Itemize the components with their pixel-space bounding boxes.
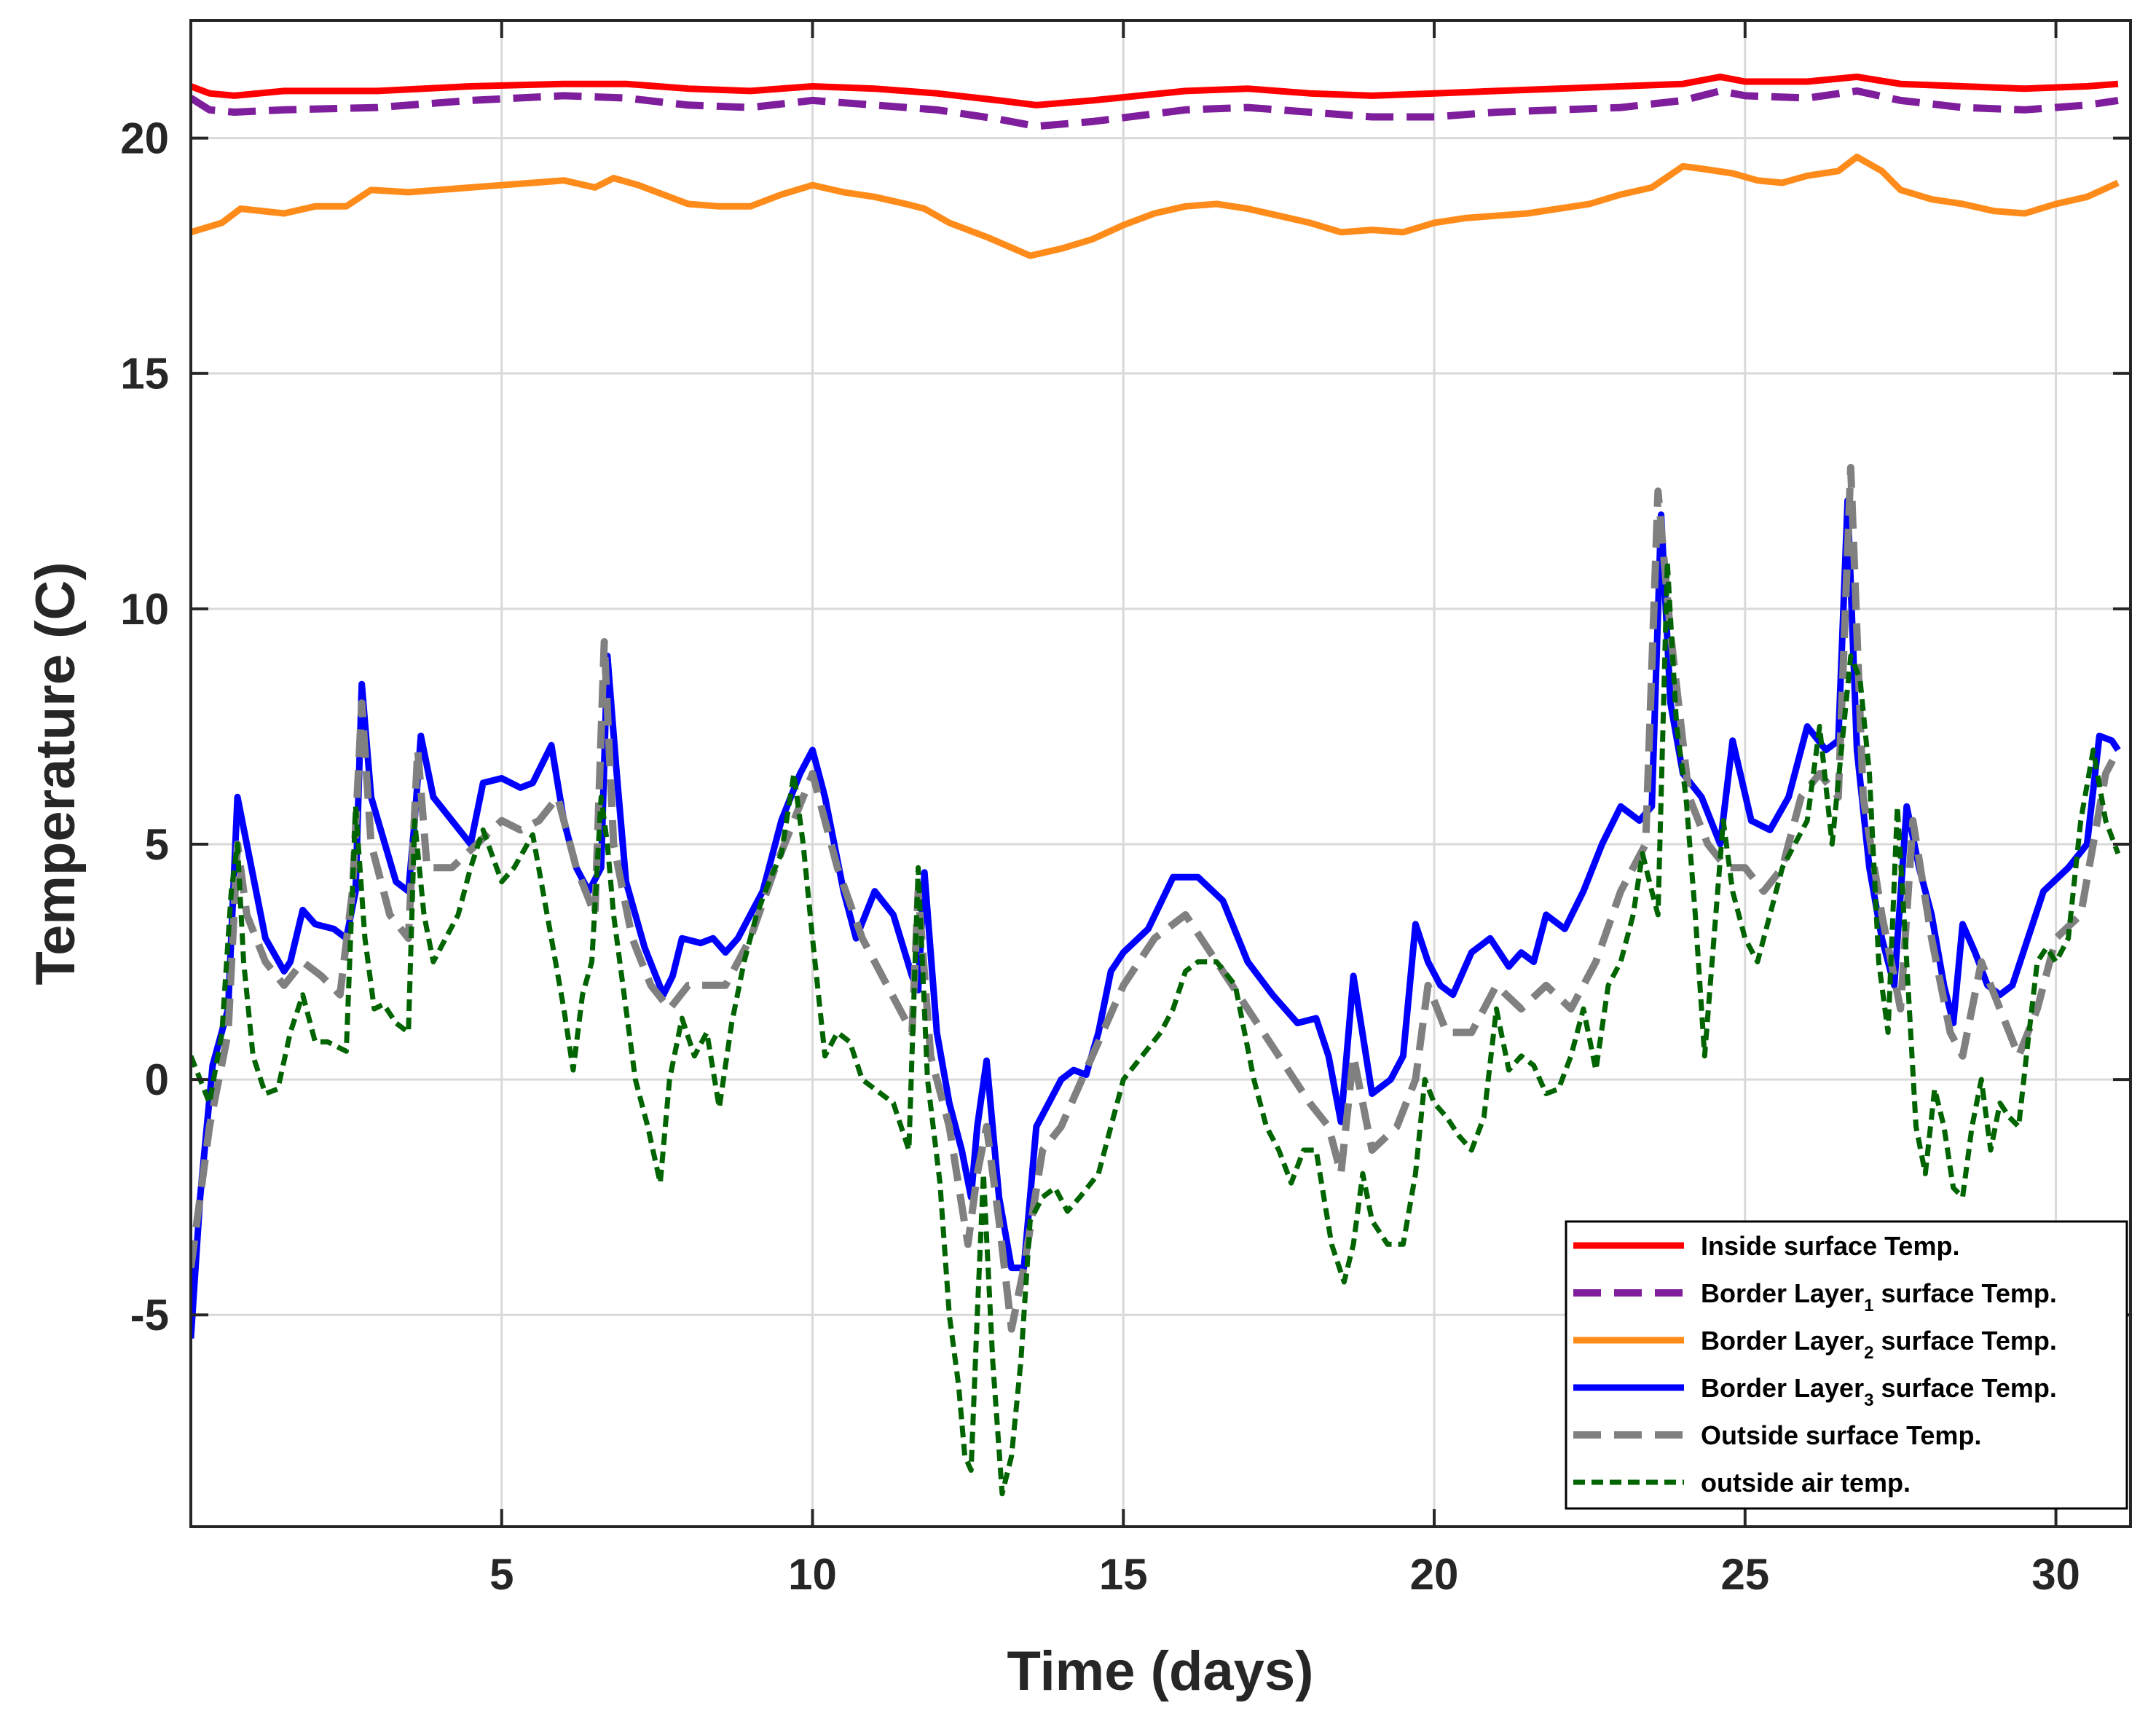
legend-label-main: Border Layer [1701,1278,1864,1308]
legend-label: outside air temp. [1701,1468,1911,1498]
y-tick-label: 15 [120,350,169,398]
y-tick-label: 20 [120,114,169,163]
legend-label: Border Layer2 surface Temp. [1701,1326,2057,1363]
legend-label-main: Border Layer [1701,1326,1864,1356]
legend-label-suffix: surface Temp. [1873,1278,2056,1308]
legend-label-main: Inside surface Temp. [1701,1231,1959,1261]
legend-label-subscript: 3 [1864,1390,1873,1410]
x-tick-label: 25 [1720,1550,1769,1599]
x-tick-label: 15 [1099,1550,1148,1599]
legend-label: Outside surface Temp. [1701,1420,1981,1450]
legend-label-suffix: surface Temp. [1873,1326,2056,1356]
x-tick-label: 10 [788,1550,837,1599]
axis-ticks: 5 10 15 20 25 30 -5 0 5 10 15 20 [120,20,2131,1599]
series-line-5 [191,463,2122,1333]
x-tick-label: 30 [2031,1550,2080,1599]
legend-label-main: Border Layer [1701,1373,1864,1403]
series-line-1 [191,74,2119,109]
x-tick-label: 20 [1410,1550,1459,1599]
series-line-6 [191,559,2121,1497]
legend-label-subscript: 1 [1864,1296,1873,1315]
legend-label: Border Layer3 surface Temp. [1701,1373,2057,1410]
plot-border [189,19,2132,1528]
legend-box [1565,1220,2128,1510]
y-tick-label: 0 [145,1055,169,1104]
legend-label-main: outside air temp. [1701,1468,1911,1498]
legend-label: Inside surface Temp. [1701,1231,1959,1261]
series-line-2 [191,87,2119,130]
y-axis-title: Temperature (C) [25,562,87,985]
y-tick-label: -5 [130,1291,169,1339]
x-tick-label: 5 [489,1550,514,1599]
legend-label: Border Layer1 surface Temp. [1701,1278,2057,1315]
legend-label-suffix: surface Temp. [1873,1373,2056,1403]
series-lines [191,74,2122,1497]
y-tick-label: 5 [145,820,169,869]
legend-label-main: Outside surface Temp. [1701,1420,1981,1450]
y-tick-label: 10 [120,585,169,634]
x-axis-title: Time (days) [1007,1640,1314,1702]
legend: Inside surface Temp.Border Layer1 surfac… [1565,1220,2128,1510]
series-line-4 [191,497,2121,1339]
legend-label-subscript: 2 [1864,1343,1873,1363]
series-line-3 [191,153,2120,259]
